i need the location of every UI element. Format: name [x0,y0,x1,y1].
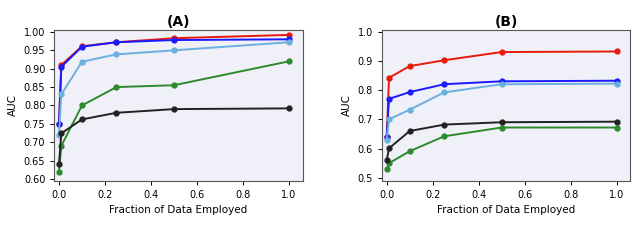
Y-axis label: AUC: AUC [8,94,18,116]
Y-axis label: AUC: AUC [342,94,352,116]
Title: (B): (B) [495,15,518,29]
Title: (A): (A) [167,15,190,29]
X-axis label: Fraction of Data Employed: Fraction of Data Employed [109,205,248,215]
X-axis label: Fraction of Data Employed: Fraction of Data Employed [437,205,575,215]
